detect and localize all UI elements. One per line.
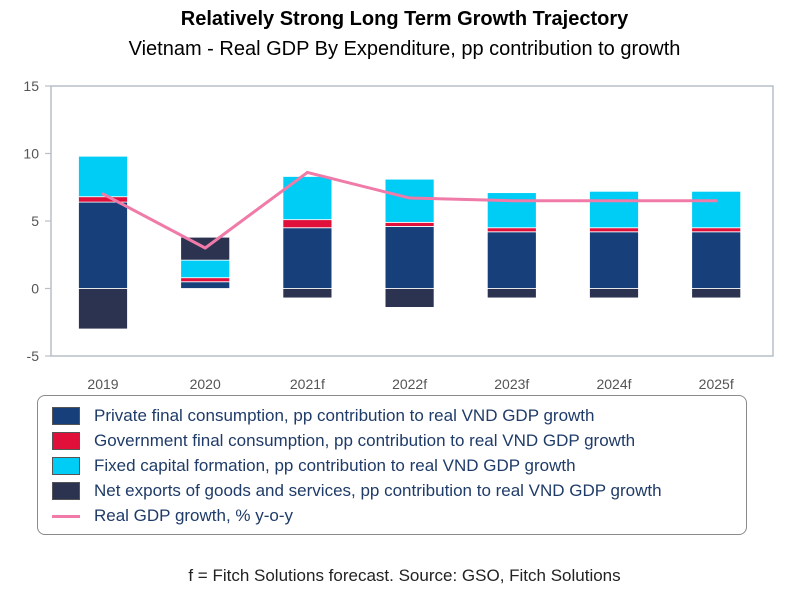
y-tick-label: 15	[23, 78, 39, 94]
bar-fixed-capital	[589, 190, 639, 229]
bar-fixed-capital	[486, 192, 537, 229]
bar-private	[384, 225, 435, 289]
legend-swatch-gdp-growth	[52, 514, 80, 518]
gdp-growth-point	[714, 199, 718, 203]
x-tick-label: 2022f	[392, 376, 427, 392]
y-tick-label: 0	[31, 281, 39, 297]
bar-private	[691, 231, 742, 289]
y-tick-label: 10	[23, 146, 39, 162]
legend-label-net-exports: Net exports of goods and services, pp co…	[94, 481, 662, 500]
bar-government	[384, 221, 435, 227]
y-tick-label: 5	[31, 213, 39, 229]
legend-item-government: Government final consumption, pp contrib…	[52, 429, 635, 453]
bar-private	[78, 201, 128, 289]
bar-government	[78, 196, 128, 203]
legend-item-net-exports: Net exports of goods and services, pp co…	[52, 479, 662, 503]
gdp-growth-point	[203, 246, 207, 250]
y-tick-label: -5	[27, 348, 40, 364]
legend: Private final consumption, pp contributi…	[37, 395, 747, 535]
bar-private	[282, 227, 333, 289]
bar-government	[691, 227, 742, 233]
bar-government	[486, 227, 537, 233]
legend-label-fixed-capital: Fixed capital formation, pp contribution…	[94, 456, 576, 475]
gdp-growth-point	[510, 199, 514, 203]
bar-net-exports	[589, 288, 639, 299]
x-tick-label: 2023f	[494, 376, 529, 392]
x-tick-label: 2021f	[290, 376, 325, 392]
bar-private	[486, 231, 537, 289]
bar-government	[282, 219, 333, 229]
x-tick-label: 2025f	[699, 376, 734, 392]
bar-fixed-capital	[180, 259, 231, 279]
gdp-growth-point	[101, 192, 105, 196]
bar-government	[589, 227, 639, 233]
bar-series	[78, 155, 742, 330]
bar-net-exports	[384, 288, 435, 308]
bar-fixed-capital	[691, 190, 742, 229]
x-tick-label: 2024f	[596, 376, 631, 392]
legend-item-gdp-growth: Real GDP growth, % y-o-y	[52, 504, 293, 528]
legend-swatch-private	[52, 407, 80, 425]
legend-item-fixed-capital: Fixed capital formation, pp contribution…	[52, 454, 576, 478]
bar-net-exports	[691, 288, 742, 299]
chart-subtitle: Vietnam - Real GDP By Expenditure, pp co…	[128, 38, 681, 60]
gdp-line-series	[101, 170, 718, 250]
y-axis: -5 0 5 10 15	[23, 78, 51, 364]
legend-label-private: Private final consumption, pp contributi…	[94, 406, 595, 425]
chart-canvas: -5 0 5 10 15 2019 2020 2021f 2022f 2023f 2024f 202…	[23, 78, 774, 392]
bar-fixed-capital	[384, 178, 435, 223]
x-tick-label: 2020	[190, 376, 221, 392]
x-axis: 2019 2020 2021f 2022f 2023f 2024f 2025f	[87, 376, 733, 392]
bar-private	[589, 231, 639, 289]
bar-government	[180, 277, 231, 283]
bar-fixed-capital	[78, 155, 128, 198]
x-tick-label: 2019	[87, 376, 118, 392]
legend-swatch-net-exports	[52, 482, 80, 500]
legend-swatch-fixed-capital	[52, 457, 80, 475]
gdp-growth-point	[408, 196, 412, 200]
gdp-growth-point	[305, 170, 309, 174]
legend-label-gdp-growth: Real GDP growth, % y-o-y	[94, 506, 294, 525]
bar-fixed-capital	[282, 176, 333, 221]
bar-private	[180, 281, 231, 289]
bar-net-exports	[78, 288, 128, 330]
footnote: f = Fitch Solutions forecast. Source: GS…	[188, 566, 621, 585]
gdp-growth-point	[612, 199, 616, 203]
legend-label-government: Government final consumption, pp contrib…	[94, 431, 636, 450]
legend-item-private: Private final consumption, pp contributi…	[52, 404, 595, 428]
legend-swatch-government	[52, 432, 80, 450]
bar-net-exports	[282, 288, 333, 299]
chart-title: Relatively Strong Long Term Growth Traje…	[180, 8, 629, 30]
bar-net-exports	[486, 288, 537, 299]
